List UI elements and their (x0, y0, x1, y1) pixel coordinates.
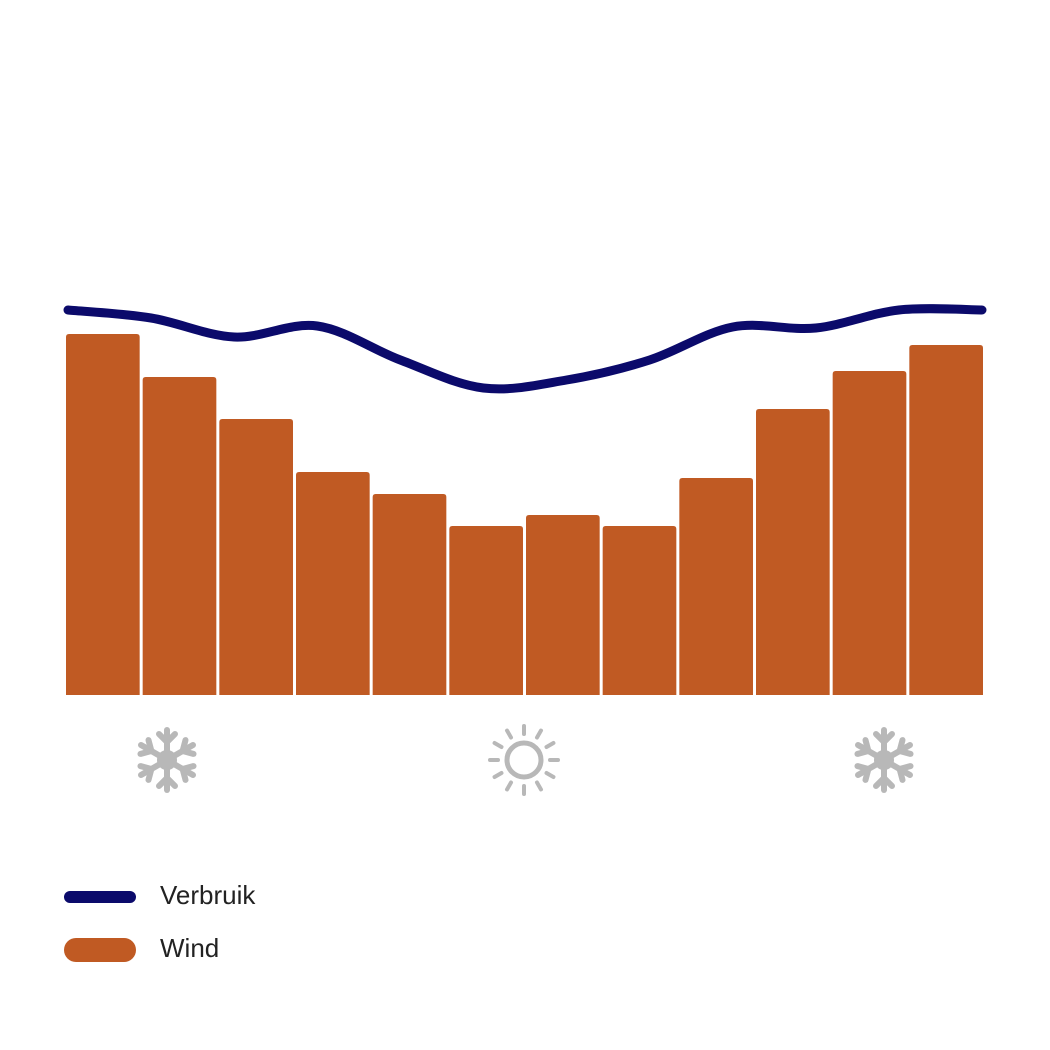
bar (372, 494, 447, 695)
bar (142, 377, 217, 695)
legend-label: Wind (160, 933, 219, 963)
bar (832, 371, 907, 695)
bar (219, 419, 293, 695)
summer-icon (488, 724, 560, 796)
winter-icon (854, 730, 914, 790)
bar (449, 526, 523, 695)
line (63, 304, 987, 394)
sun-ray (535, 728, 543, 740)
winter-icon (137, 727, 197, 793)
bar (602, 526, 677, 695)
sun-ray (492, 741, 504, 749)
sun-ray (544, 771, 556, 779)
sun-ray (505, 728, 513, 740)
sun-ray (535, 780, 543, 792)
sun-ray (544, 741, 556, 749)
sun-ray (505, 780, 513, 792)
bar (679, 478, 753, 695)
bar (909, 345, 983, 695)
bar (296, 472, 370, 695)
bar (756, 409, 830, 695)
legend-label: Verbruik (160, 880, 256, 910)
bar (66, 334, 140, 695)
legend-swatch-bar (64, 938, 136, 962)
bar (526, 515, 600, 695)
sun-ray (492, 771, 504, 779)
